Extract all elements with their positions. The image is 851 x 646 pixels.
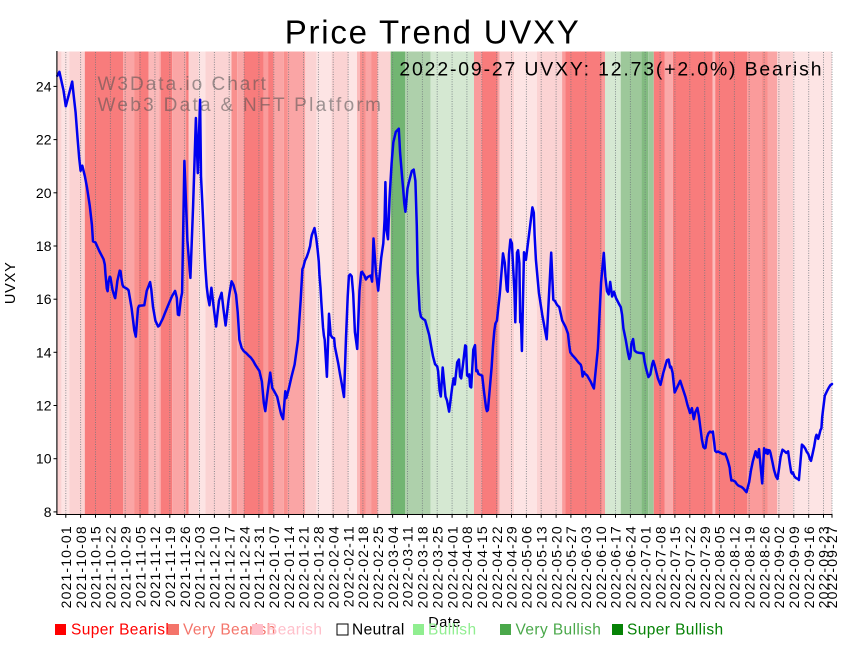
svg-text:2022-08-19: 2022-08-19 [741, 525, 757, 608]
svg-text:2022-03-25: 2022-03-25 [429, 525, 445, 608]
svg-text:2022-08-26: 2022-08-26 [756, 525, 772, 608]
svg-text:2022-01-14: 2022-01-14 [281, 525, 297, 608]
svg-text:2022-03-04: 2022-03-04 [385, 525, 401, 608]
svg-text:2022-04-08: 2022-04-08 [459, 525, 475, 608]
svg-text:8: 8 [44, 504, 52, 520]
svg-text:2022-07-29: 2022-07-29 [697, 525, 713, 608]
svg-text:2022-01-21: 2022-01-21 [296, 525, 312, 608]
svg-text:18: 18 [36, 238, 52, 254]
svg-text:Price Trend UVXY: Price Trend UVXY [285, 14, 581, 51]
svg-text:2022-08-12: 2022-08-12 [727, 525, 743, 608]
svg-text:2021-12-03: 2021-12-03 [192, 525, 208, 608]
svg-text:2021-12-10: 2021-12-10 [207, 525, 223, 608]
svg-text:2022-07-15: 2022-07-15 [667, 525, 683, 608]
svg-text:2022-09-09: 2022-09-09 [786, 525, 802, 608]
svg-text:Neutral: Neutral [352, 622, 405, 639]
svg-text:2022-03-11: 2022-03-11 [400, 525, 416, 607]
svg-text:2022-04-15: 2022-04-15 [474, 525, 490, 608]
svg-text:2022-07-01: 2022-07-01 [637, 525, 653, 608]
svg-text:2022-05-13: 2022-05-13 [533, 525, 549, 608]
svg-text:Super Bullish: Super Bullish [627, 622, 724, 639]
svg-text:Very Bullish: Very Bullish [516, 622, 602, 639]
svg-text:2021-10-15: 2021-10-15 [88, 525, 104, 608]
svg-text:2022-05-06: 2022-05-06 [519, 525, 535, 608]
svg-text:2022-02-25: 2022-02-25 [370, 525, 386, 608]
svg-text:Date: Date [428, 615, 461, 631]
svg-text:12: 12 [36, 398, 52, 414]
svg-text:Web3 Data & NFT Platform: Web3 Data & NFT Platform [98, 95, 384, 116]
svg-text:2022-06-03: 2022-06-03 [578, 525, 594, 608]
svg-text:2022-01-07: 2022-01-07 [266, 525, 282, 608]
svg-text:2022-05-20: 2022-05-20 [548, 525, 564, 608]
svg-text:24: 24 [36, 78, 52, 94]
svg-text:2022-07-08: 2022-07-08 [652, 525, 668, 608]
svg-text:2022-02-04: 2022-02-04 [325, 525, 341, 608]
svg-text:2021-10-08: 2021-10-08 [73, 525, 89, 608]
svg-text:2021-11-19: 2021-11-19 [162, 525, 178, 607]
svg-text:Super Bearish: Super Bearish [71, 622, 174, 639]
svg-text:W3Data.io Chart: W3Data.io Chart [98, 74, 268, 95]
svg-text:2022-06-10: 2022-06-10 [593, 525, 609, 608]
svg-text:2022-04-29: 2022-04-29 [504, 525, 520, 608]
svg-text:2022-08-05: 2022-08-05 [712, 525, 728, 608]
svg-text:2022-09-02: 2022-09-02 [771, 525, 787, 608]
svg-text:2021-12-31: 2021-12-31 [251, 525, 267, 608]
svg-text:14: 14 [36, 344, 52, 360]
svg-text:2021-11-26: 2021-11-26 [177, 525, 193, 607]
svg-text:22: 22 [36, 132, 52, 148]
svg-text:2021-11-05: 2021-11-05 [132, 525, 148, 607]
svg-text:2021-12-17: 2021-12-17 [221, 525, 237, 608]
svg-text:2022-04-01: 2022-04-01 [444, 525, 460, 608]
svg-text:Bearish: Bearish [267, 622, 322, 639]
svg-text:2022-02-18: 2022-02-18 [355, 525, 371, 608]
svg-text:2022-09-27: 2022-09-27 [824, 525, 840, 608]
svg-text:UVXY: UVXY [3, 261, 19, 304]
svg-text:2022-04-22: 2022-04-22 [489, 525, 505, 608]
svg-text:2022-07-22: 2022-07-22 [682, 525, 698, 608]
svg-text:2021-11-12: 2021-11-12 [147, 525, 163, 607]
svg-text:2022-05-27: 2022-05-27 [563, 525, 579, 608]
svg-text:Bullish: Bullish [428, 622, 476, 639]
svg-text:2022-03-18: 2022-03-18 [415, 525, 431, 608]
svg-text:2022-01-28: 2022-01-28 [311, 525, 327, 608]
svg-text:2022-02-11: 2022-02-11 [340, 525, 356, 607]
svg-text:2022-09-23: 2022-09-23 [816, 525, 832, 608]
svg-text:16: 16 [36, 291, 52, 307]
svg-text:2022-06-17: 2022-06-17 [608, 525, 624, 608]
svg-text:2022-06-24: 2022-06-24 [623, 525, 639, 608]
svg-text:2021-12-24: 2021-12-24 [236, 525, 252, 608]
svg-text:20: 20 [36, 185, 52, 201]
svg-text:2021-10-22: 2021-10-22 [103, 525, 119, 608]
svg-text:10: 10 [36, 451, 52, 467]
svg-text:2021-10-01: 2021-10-01 [58, 525, 74, 608]
svg-text:2021-10-29: 2021-10-29 [117, 525, 133, 608]
svg-text:2022-09-16: 2022-09-16 [801, 525, 817, 608]
svg-text:2022-09-27 UVXY: 12.73(+2.0%): 2022-09-27 UVXY: 12.73(+2.0%) Bearish [399, 59, 823, 81]
